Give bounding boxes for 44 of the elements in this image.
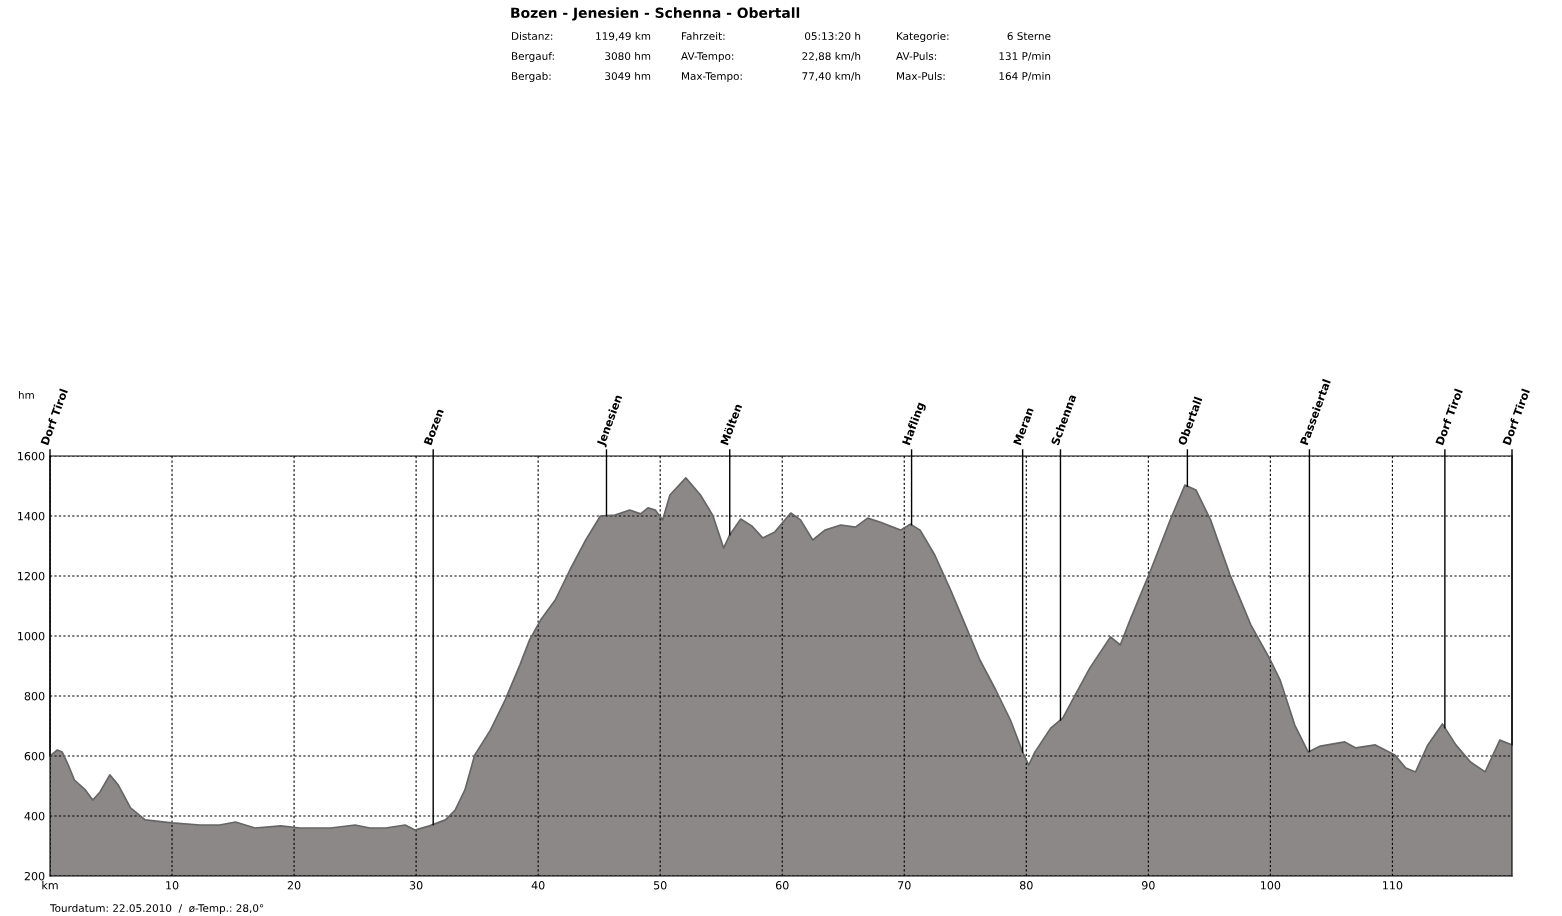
- text: 3049 hm: [605, 71, 651, 81]
- x-tick-label: 110: [1383, 881, 1403, 890]
- y-tick-label: 1200: [18, 571, 45, 581]
- text: 119,49 km: [596, 31, 651, 42]
- text: AV-Puls:: [896, 51, 937, 61]
- x-tick-label: 100: [1260, 881, 1281, 890]
- y-tick-label: 800: [24, 691, 45, 701]
- y-tick-label: 1000: [18, 631, 45, 641]
- x-tick-label: 20: [287, 881, 301, 890]
- ref-line-label: Dorf Tirol: [1502, 388, 1530, 446]
- ref-line-label: Dorf Tirol: [40, 388, 68, 446]
- text: hm: [18, 390, 34, 399]
- text: Fahrzeit:: [682, 31, 725, 41]
- text: 22,88 km/h: [802, 51, 861, 62]
- ref-line-label: Dorf Tirol: [1435, 388, 1463, 446]
- text: Max-Puls:: [897, 71, 945, 81]
- x-tick-label: 60: [775, 881, 789, 890]
- x-tick-label: 30: [409, 881, 423, 890]
- x-tick-label: 50: [653, 881, 667, 890]
- x-tick-label: 70: [898, 881, 911, 890]
- x-tick-label: 90: [1141, 881, 1155, 890]
- text: Max-Tempo:: [682, 72, 742, 83]
- text: 164 P/min: [999, 71, 1051, 81]
- text: Bergauf:: [512, 51, 554, 63]
- text: 05:13:20 h: [804, 31, 861, 41]
- text: AV-Tempo:: [681, 52, 734, 63]
- x-tick-label: 40: [531, 881, 545, 890]
- y-tick-label: 200: [24, 871, 45, 881]
- chart-title: Bozen - Jenesien - Schenna - Obertall: [511, 7, 800, 21]
- text: 3080 hm: [605, 51, 651, 61]
- x-tick-label: km: [42, 880, 58, 890]
- text: Bergab:: [512, 71, 551, 83]
- text: Tourdatum: 22.05.2010 / ø-Temp.: 28,0°: [49, 903, 264, 915]
- y-tick-label: 600: [24, 751, 45, 761]
- y-tick-label: 1400: [18, 511, 45, 521]
- text: Distanz:: [512, 31, 553, 41]
- x-tick-label: 10: [166, 881, 179, 890]
- y-tick-label: 400: [24, 811, 45, 821]
- text: 6 Sterne: [1007, 32, 1051, 41]
- text: 77,40 km/h: [802, 71, 861, 82]
- x-tick-label: 80: [1019, 881, 1033, 890]
- text: 131 P/min: [999, 51, 1051, 61]
- y-tick-label: 1600: [18, 451, 45, 461]
- text: Kategorie:: [897, 31, 949, 43]
